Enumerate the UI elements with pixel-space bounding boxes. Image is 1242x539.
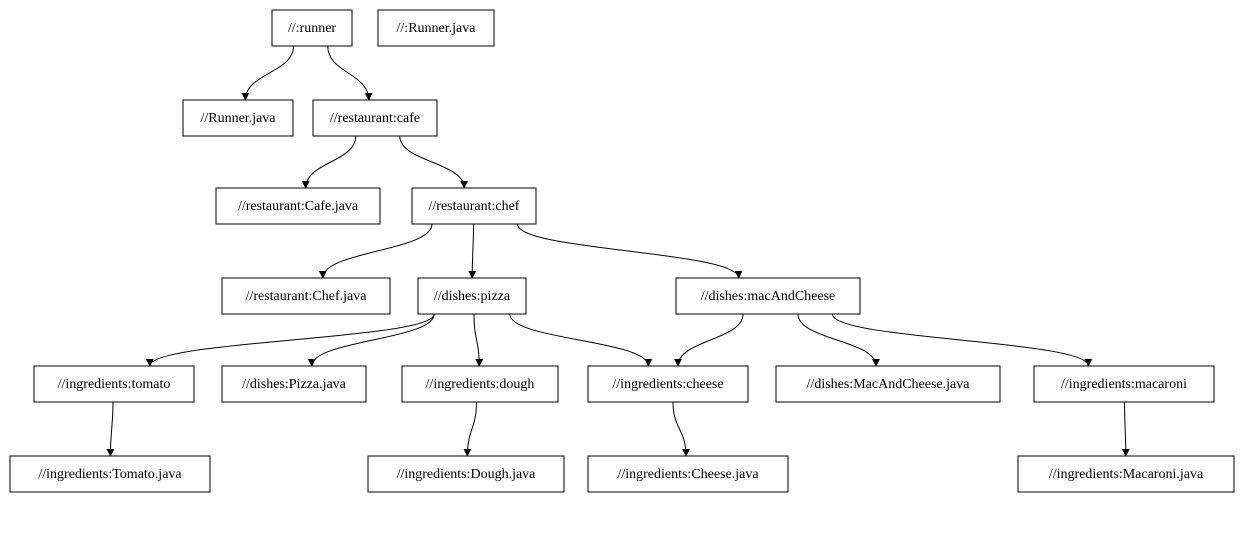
edges-group bbox=[110, 46, 1125, 456]
edge-chef-to-chefJava bbox=[323, 224, 432, 278]
node-pizzaJava: //dishes:Pizza.java bbox=[222, 366, 366, 402]
node-runner: //:runner bbox=[272, 10, 352, 46]
node-macJava: //dishes:MacAndCheese.java bbox=[776, 366, 1000, 402]
node-label-mac: //dishes:macAndCheese bbox=[701, 289, 836, 304]
dependency-graph: //:runner //:Runner.java //Runner.java //re… bbox=[0, 0, 1242, 539]
node-label-pizzaJava: //dishes:Pizza.java bbox=[242, 377, 347, 392]
edge-mac-to-cheese bbox=[678, 314, 743, 366]
edge-cafe-to-chef bbox=[400, 136, 464, 188]
node-label-cafe: //restaurant:cafe bbox=[330, 111, 420, 126]
edge-pizza-to-dough bbox=[474, 314, 479, 366]
edge-mac-to-macaroni bbox=[832, 314, 1088, 366]
node-chef: //restaurant:chef bbox=[412, 188, 536, 224]
node-label-runner: //:runner bbox=[288, 21, 337, 36]
edge-tomato-to-tomatoJava bbox=[110, 402, 113, 456]
node-pizza: //dishes:pizza bbox=[418, 278, 526, 314]
node-cheeseJava: //ingredients:Cheese.java bbox=[588, 456, 788, 492]
node-label-doughJava: //ingredients:Dough.java bbox=[397, 467, 537, 482]
node-label-macaroni: //ingredients:macaroni bbox=[1061, 377, 1187, 392]
edge-macaroni-to-macaroniJava bbox=[1125, 402, 1126, 456]
node-label-chef: //restaurant:chef bbox=[429, 199, 520, 214]
edge-dough-to-doughJava bbox=[467, 402, 476, 456]
node-chefJava: //restaurant:Chef.java bbox=[222, 278, 390, 314]
node-label-dough: //ingredients:dough bbox=[426, 377, 535, 392]
edge-runner-to-cafe bbox=[328, 46, 369, 100]
node-cafe: //restaurant:cafe bbox=[313, 100, 437, 136]
node-macaroni: //ingredients:macaroni bbox=[1034, 366, 1214, 402]
node-label-cafeJava: //restaurant:Cafe.java bbox=[238, 199, 359, 214]
edge-chef-to-pizza bbox=[472, 224, 473, 278]
edge-runner-to-runnerJava2 bbox=[245, 46, 293, 100]
node-label-pizza: //dishes:pizza bbox=[434, 289, 511, 304]
node-dough: //ingredients:dough bbox=[402, 366, 558, 402]
node-tomato: //ingredients:tomato bbox=[34, 366, 194, 402]
node-label-chefJava: //restaurant:Chef.java bbox=[246, 289, 368, 304]
node-runnerJava: //:Runner.java bbox=[378, 10, 494, 46]
node-label-cheeseJava: //ingredients:Cheese.java bbox=[617, 467, 759, 482]
node-label-runnerJava: //:Runner.java bbox=[397, 21, 477, 36]
edge-pizza-to-cheese bbox=[510, 314, 649, 366]
node-mac: //dishes:macAndCheese bbox=[676, 278, 860, 314]
node-label-runnerJava2: //Runner.java bbox=[200, 111, 276, 126]
node-label-tomato: //ingredients:tomato bbox=[58, 377, 171, 392]
edge-chef-to-mac bbox=[517, 224, 738, 278]
edge-mac-to-macJava bbox=[798, 314, 876, 366]
node-runnerJava2: //Runner.java bbox=[183, 100, 293, 136]
node-doughJava: //ingredients:Dough.java bbox=[368, 456, 564, 492]
node-cafeJava: //restaurant:Cafe.java bbox=[216, 188, 380, 224]
node-cheese: //ingredients:cheese bbox=[588, 366, 748, 402]
node-label-macaroniJava: //ingredients:Macaroni.java bbox=[1049, 467, 1204, 482]
node-tomatoJava: //ingredients:Tomato.java bbox=[10, 456, 210, 492]
nodes-group: //:runner //:Runner.java //Runner.java //re… bbox=[10, 10, 1234, 492]
node-label-cheese: //ingredients:cheese bbox=[612, 377, 723, 392]
node-macaroniJava: //ingredients:Macaroni.java bbox=[1018, 456, 1234, 492]
edge-pizza-to-pizzaJava bbox=[312, 314, 434, 366]
node-label-macJava: //dishes:MacAndCheese.java bbox=[807, 377, 971, 392]
edge-cheese-to-cheeseJava bbox=[673, 402, 686, 456]
edge-cafe-to-cafeJava bbox=[306, 136, 356, 188]
node-label-tomatoJava: //ingredients:Tomato.java bbox=[38, 467, 182, 482]
edge-pizza-to-tomato bbox=[150, 314, 434, 366]
